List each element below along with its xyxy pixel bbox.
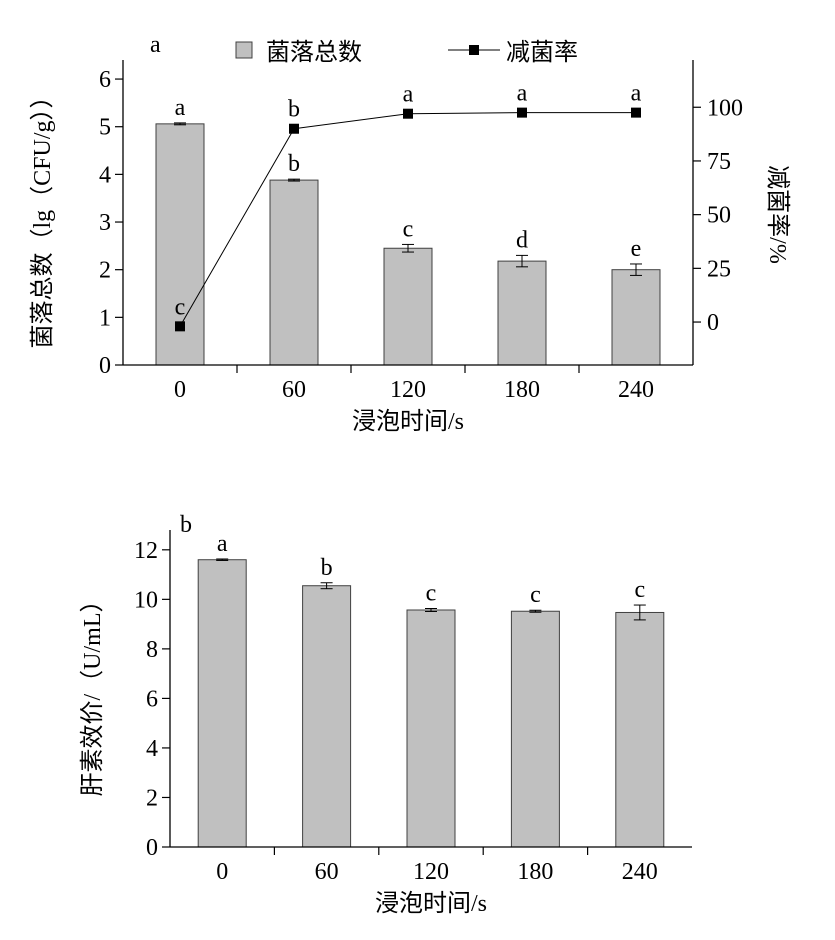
x-tick-label: 0 (216, 859, 228, 885)
y-tick-label: 0 (146, 835, 158, 861)
y-tick-label: 5 (99, 115, 111, 141)
y2-axis-title: 减菌率/% (764, 165, 791, 264)
y2-tick-label: 25 (707, 256, 731, 282)
x-axis-title: 浸泡时间/s (352, 408, 464, 435)
rate-marker (403, 108, 413, 119)
rate-letter: b (288, 97, 300, 123)
y-tick-label: 1 (99, 305, 111, 331)
rate-marker (175, 321, 185, 332)
x-tick-label: 120 (413, 859, 449, 885)
significance-letter: e (631, 236, 642, 262)
x-tick-label: 180 (504, 377, 540, 403)
panel-label: a (150, 32, 161, 58)
x-tick-label: 240 (622, 859, 658, 885)
y-tick-label: 6 (146, 686, 158, 712)
y-tick-label: 0 (99, 353, 111, 379)
y2-tick-label: 50 (707, 203, 731, 229)
x-tick-label: 0 (174, 377, 186, 403)
rate-marker (631, 107, 641, 118)
y-tick-label: 4 (146, 736, 158, 762)
x-tick-label: 180 (517, 859, 553, 885)
y-tick-label: 10 (134, 587, 158, 613)
rate-letter: a (631, 81, 642, 107)
y2-tick-label: 100 (707, 95, 743, 121)
significance-letter: a (217, 531, 228, 557)
bar (383, 247, 433, 366)
x-axis-title: 浸泡时间/s (375, 890, 487, 917)
y-tick-label: 2 (99, 258, 111, 284)
x-tick-label: 60 (282, 377, 306, 403)
panel-label: b (180, 512, 192, 538)
rate-letter: a (517, 81, 528, 107)
bar (615, 611, 665, 848)
x-tick-label: 120 (390, 377, 426, 403)
significance-letter: c (426, 581, 437, 607)
y-tick-label: 6 (99, 67, 111, 93)
y-tick-label: 3 (99, 210, 111, 236)
rate-letter: c (175, 294, 186, 320)
bar (269, 179, 319, 366)
significance-letter: c (634, 577, 645, 603)
rate-letter: a (403, 82, 414, 108)
significance-letter: c (530, 582, 541, 608)
x-tick-label: 60 (315, 859, 339, 885)
significance-letter: b (288, 151, 300, 177)
bar (510, 610, 560, 848)
legend-bar-label: 菌落总数 (266, 39, 362, 66)
y2-tick-label: 0 (707, 310, 719, 336)
significance-letter: d (516, 227, 528, 253)
chart-a: a a b c d e 0 60 120 180 240 0 1 2 3 4 5 6 浸泡时间/s 菌落总数（lg（C… (29, 32, 791, 435)
legend-marker-swatch (469, 45, 479, 55)
bar (611, 269, 661, 366)
bar (302, 585, 352, 848)
bar (197, 559, 247, 848)
y2-tick-label: 75 (707, 149, 731, 175)
significance-letter: a (175, 95, 186, 121)
significance-letter: b (321, 555, 333, 581)
legend-line-label: 减菌率 (506, 39, 578, 66)
bar (497, 260, 547, 366)
y-tick-label: 8 (146, 637, 158, 663)
y-axis-title: 菌落总数（lg（CFU/g）） (29, 84, 56, 348)
legend-bar-swatch (235, 41, 253, 59)
y-tick-label: 4 (99, 162, 111, 188)
y-tick-label: 12 (134, 538, 158, 564)
rate-marker (517, 107, 527, 118)
y-tick-label: 2 (146, 785, 158, 811)
x-tick-label: 240 (618, 377, 654, 403)
y-axis-title: 肝素效价/（U/mL） (79, 589, 106, 797)
bar (406, 609, 456, 848)
significance-letter: c (403, 216, 414, 242)
rate-marker (289, 123, 299, 134)
